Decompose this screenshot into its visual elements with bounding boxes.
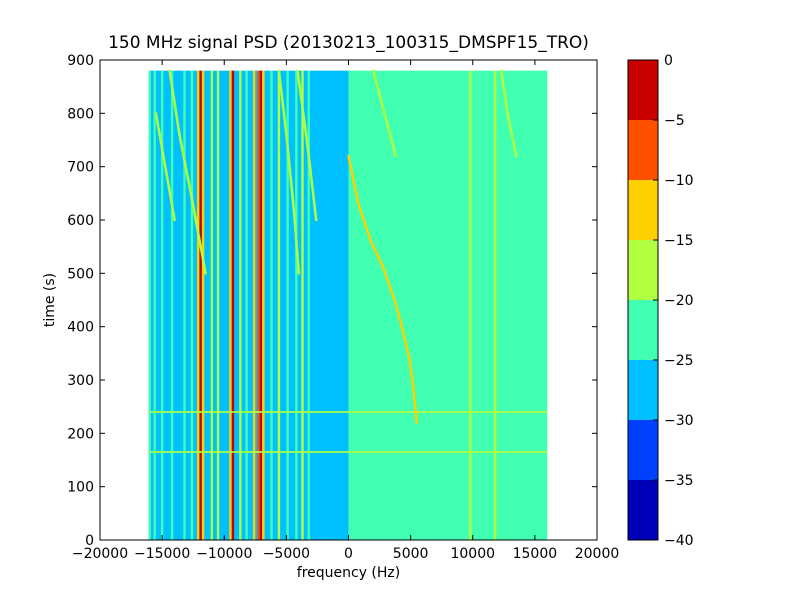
- y-tick-label: 700: [67, 160, 94, 176]
- psd-vertical-line: [148, 70, 151, 540]
- psd-vertical-line: [543, 70, 547, 540]
- y-tick-label: 800: [67, 106, 94, 122]
- psd-vertical-line: [199, 70, 202, 540]
- psd-vertical-line: [190, 70, 194, 540]
- psd-vertical-line: [216, 70, 220, 540]
- psd-vertical-line: [183, 70, 186, 540]
- x-tick-label: −10000: [196, 546, 252, 562]
- y-tick-label: 300: [67, 373, 94, 389]
- colorbar-tick-label: −10: [664, 173, 694, 189]
- psd-vertical-line: [252, 70, 256, 540]
- colorbar-band: [628, 420, 658, 480]
- colorbar-band: [628, 120, 658, 180]
- psd-vertical-line: [153, 70, 156, 540]
- y-axis-ticks: 0 100 200 300 400 500 600 700 800 900: [67, 53, 597, 549]
- psd-vertical-line: [501, 70, 504, 540]
- y-tick-label: 900: [67, 53, 94, 69]
- psd-vertical-line: [231, 70, 235, 540]
- psd-vertical-line: [210, 70, 214, 540]
- colorbar-tick-label: −40: [664, 533, 694, 549]
- psd-signal-trace: [154, 112, 176, 222]
- colorbar-tick-label: −20: [664, 293, 694, 309]
- y-tick-label: 400: [67, 320, 94, 336]
- psd-vertical-line: [301, 70, 304, 540]
- psd-horizontal-line: [149, 411, 548, 413]
- psd-vertical-line: [348, 70, 351, 540]
- psd-vertical-line: [469, 70, 472, 540]
- psd-vertical-line: [239, 70, 242, 540]
- psd-vertical-line: [229, 70, 232, 540]
- x-tick-label: 10000: [450, 546, 495, 562]
- psd-signal-trace: [500, 69, 518, 158]
- y-tick-label: 600: [67, 213, 94, 229]
- chart-title: 150 MHz signal PSD (20130213_100315_DMSP…: [108, 33, 589, 53]
- y-tick-label: 0: [85, 533, 94, 549]
- psd-vertical-line: [245, 70, 248, 540]
- colorbar-band: [628, 300, 658, 360]
- psd-horizontal-line: [149, 451, 548, 453]
- psd-vertical-line: [475, 70, 478, 540]
- colorbar-band: [628, 180, 658, 240]
- psd-vertical-line: [277, 70, 281, 540]
- x-axis-ticks: −20000 −15000 −10000 −5000 0 5000 10000 15000 20…: [72, 60, 619, 562]
- colorbar-band: [628, 480, 658, 540]
- y-tick-label: 500: [67, 266, 94, 282]
- x-tick-label: 20000: [575, 546, 620, 562]
- psd-background-region: [348, 70, 548, 540]
- plot-area: [148, 69, 548, 540]
- psd-signal-trace: [277, 69, 301, 275]
- psd-signal-trace: [372, 69, 397, 158]
- x-tick-label: −20000: [72, 546, 128, 562]
- psd-vertical-line: [201, 70, 205, 540]
- x-axis-label: frequency (Hz): [297, 565, 400, 581]
- colorbar-tick-label: −30: [664, 413, 694, 429]
- colorbar-tick-label: −15: [664, 233, 694, 249]
- colorbar-tick-label: −5: [664, 113, 685, 129]
- psd-vertical-line: [536, 70, 539, 540]
- x-tick-label: −15000: [134, 546, 190, 562]
- psd-vertical-line: [307, 70, 310, 540]
- psd-signal-trace: [168, 69, 207, 275]
- psd-vertical-line: [270, 70, 273, 540]
- psd-vertical-line: [262, 70, 265, 540]
- psd-signal-trace: [347, 154, 419, 424]
- y-tick-label: 100: [67, 480, 94, 496]
- psd-vertical-line: [196, 70, 200, 540]
- psd-vertical-line: [170, 70, 174, 540]
- colorbar-tick-label: −25: [664, 353, 694, 369]
- colorbar-tick-label: −35: [664, 473, 694, 489]
- psd-vertical-line: [357, 70, 360, 540]
- colorbar-band: [628, 240, 658, 300]
- psd-vertical-line: [483, 70, 487, 540]
- psd-signal-trace: [296, 69, 318, 222]
- y-axis-label: time (s): [42, 273, 58, 327]
- psd-vertical-line: [259, 70, 263, 540]
- colorbar-tick-label: 0: [664, 53, 673, 69]
- x-tick-label: 5000: [393, 546, 429, 562]
- psd-vertical-line: [528, 70, 532, 540]
- psd-vertical-line: [286, 70, 289, 540]
- psd-vertical-line: [295, 70, 298, 540]
- colorbar-band: [628, 60, 658, 120]
- y-tick-label: 200: [67, 426, 94, 442]
- colorbar-band: [628, 360, 658, 420]
- x-tick-label: 0: [344, 546, 353, 562]
- x-tick-label: 15000: [513, 546, 558, 562]
- psd-vertical-line: [493, 70, 497, 540]
- psd-vertical-line: [257, 70, 260, 540]
- psd-vertical-line: [160, 70, 164, 540]
- colorbar: −40 −35 −30 −25 −20 −15 −10 −5 0: [627, 53, 694, 549]
- x-tick-label: −5000: [263, 546, 310, 562]
- psd-vertical-line: [511, 70, 514, 540]
